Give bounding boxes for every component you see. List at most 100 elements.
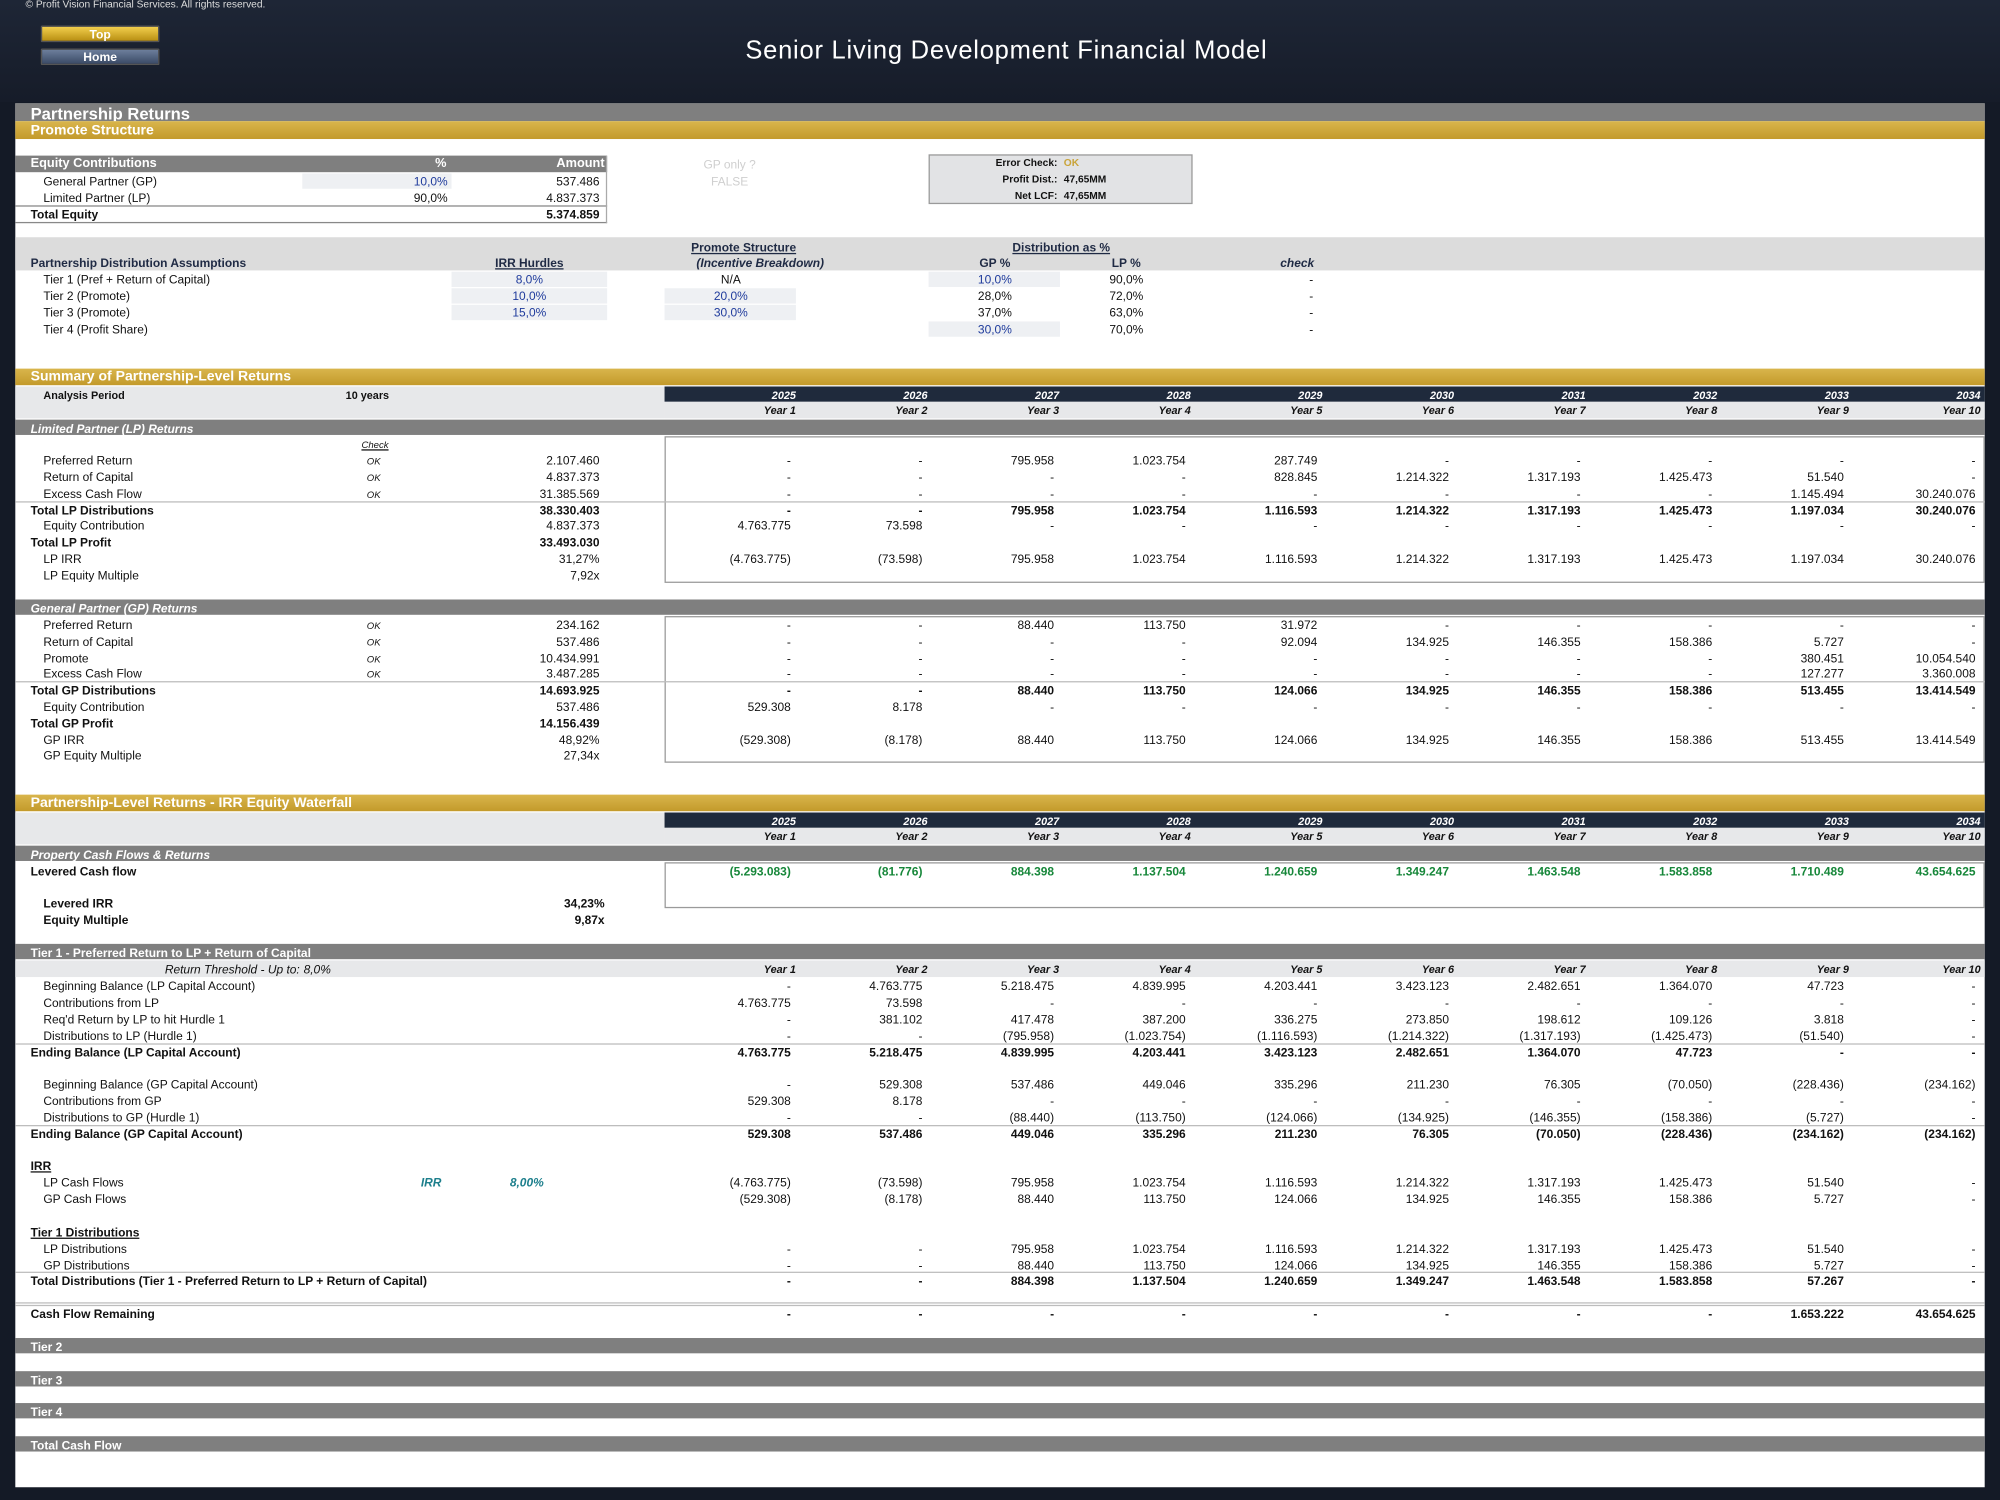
cell: 1.364.070 [1659,978,1713,993]
year-label: Year 8 [1685,962,1718,976]
irr-value: 8,00% [509,1175,544,1190]
year: 2027 [1035,814,1060,827]
cell: 51.540 [1807,1175,1844,1190]
table-header [15,155,608,173]
row-label: Preferred Return [43,453,133,468]
metric-value: 34,23% [564,895,605,910]
cell: 51.540 [1807,469,1844,484]
cell: 134.925 [1405,732,1449,747]
cell: - [1971,617,1976,632]
cell: - [1839,699,1844,714]
cell: 43.654.625 [1915,863,1976,878]
header-cell: Amount [556,156,605,171]
cell: (8.178) [884,732,923,747]
cell: (70.050) [1536,1126,1581,1141]
cell: - [1181,1093,1186,1108]
cell: (1.116.593) [1257,1028,1318,1043]
check-label: Net LCF: [1014,190,1058,202]
cell: 529.308 [747,1093,791,1108]
row-label: Distributions to LP (Hurdle 1) [43,1028,197,1043]
cell: 795.958 [1010,551,1055,566]
row-total: 537.486 [556,699,600,714]
cell: 1.583.858 [1659,863,1713,878]
header-cell: % [435,156,447,171]
cell: 795.958 [1010,502,1055,517]
year-label: Year 4 [1158,962,1191,976]
cell: - [1050,1093,1055,1108]
home-button[interactable]: Home [40,48,160,66]
cell: 1.145.494 [1790,486,1844,501]
cell: - [1971,518,1976,533]
cell: 1.023.754 [1132,551,1186,566]
cell: 73.598 [885,995,923,1010]
cell: 1.425.473 [1659,1241,1713,1256]
year: 2029 [1298,388,1323,401]
cell: 335.296 [1142,1126,1186,1141]
cell: - [786,453,791,468]
cell: - [1971,634,1976,649]
cell: - [1313,1093,1318,1108]
cell: - [1181,666,1186,681]
row-label: Equity Contribution [43,699,145,714]
cell: 76.305 [1544,1076,1581,1091]
year-label: Year 1 [763,404,796,417]
cell: - [1708,1093,1713,1108]
cell: 1.197.034 [1790,502,1844,517]
row-total: 2.107.460 [546,453,600,468]
cell: (134.925) [1397,1110,1449,1125]
row-label: Total LP Profit [30,534,112,549]
column-header: Partnership Distribution Assumptions [30,255,247,270]
cell: - [1444,699,1449,714]
check-header: Check [361,439,389,451]
cell: 198.612 [1537,1011,1581,1026]
year: 2033 [1824,814,1849,827]
year-label: Year 7 [1553,404,1586,417]
input-cell [664,288,796,304]
cell: 3.818 [1813,1011,1844,1026]
cell: 47.723 [1807,978,1844,993]
cell: - [918,1241,923,1256]
cell: (529.308) [739,732,791,747]
cell: - [1050,469,1055,484]
row-total: 4.837.373 [546,469,600,484]
input-cell [451,271,608,287]
cell: 88.440 [1017,617,1055,632]
cell: (113.750) [1135,1110,1186,1125]
cell: - [1576,699,1581,714]
group-bar-text: Property Cash Flows & Returns [30,846,211,861]
row-label: Promote [43,650,89,665]
cell: 529.308 [879,1076,923,1091]
cell: 113.750 [1143,617,1186,632]
cell: 5.727 [1813,1258,1844,1273]
section-bar-text: Promote Structure [30,122,154,138]
cell: - [1309,321,1314,336]
cell: 10,0% [512,288,547,303]
year-label: Year 3 [1027,830,1060,843]
cell: 529.308 [747,1126,791,1141]
cell: 1.463.548 [1527,1273,1581,1288]
row-label: Cash Flow Remaining [30,1306,155,1321]
cell: - [1444,995,1449,1010]
cell: 124.066 [1274,682,1318,697]
cell: N/A [720,272,741,287]
row-label: GP Distributions [43,1258,130,1273]
cell: 1.116.593 [1265,551,1318,566]
cell: 1.317.193 [1527,1175,1581,1190]
cell: - [1708,1306,1713,1321]
cell: - [1576,1306,1581,1321]
row-label: Total Distributions (Tier 1 - Preferred … [30,1273,427,1288]
row-rule [15,1302,1985,1304]
cell: - [1839,453,1844,468]
top-button[interactable]: Top [40,25,160,43]
cell: (1.214.322) [1387,1028,1449,1043]
group-bar-text: Limited Partner (LP) Returns [30,420,194,435]
row-label: Beginning Balance (GP Capital Account) [43,1076,258,1091]
cell: 513.455 [1800,732,1844,747]
row-label: Total GP Profit [30,715,114,730]
group-bar [15,845,1985,861]
cell: 4.763.775 [737,1045,791,1060]
cell: 73.598 [885,518,923,533]
cell: 134.925 [1405,682,1449,697]
label-band [15,386,665,419]
cell: - [1050,1306,1055,1321]
